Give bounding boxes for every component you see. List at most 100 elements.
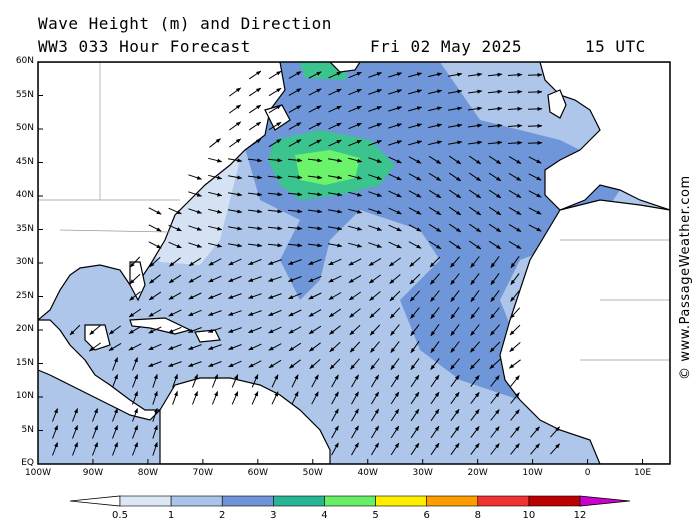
wave-arrow (487, 89, 503, 94)
wave-arrow (390, 442, 400, 456)
wave-arrow (349, 324, 361, 336)
wave-arrow (368, 191, 383, 197)
wave-arrow (388, 173, 402, 181)
wave-arrow (428, 189, 442, 199)
wave-arrow (308, 88, 322, 96)
wave-arrow (348, 139, 362, 147)
colorbar-tick-label: 0.5 (112, 510, 128, 521)
wave-arrow (510, 290, 520, 302)
wave-arrow (351, 408, 359, 422)
wave-arrow (168, 326, 182, 334)
wave-arrow (348, 208, 363, 214)
longitude-label: 80W (137, 468, 159, 478)
wave-arrow (470, 442, 480, 455)
wave-arrow (168, 207, 182, 215)
wave-arrow (349, 308, 361, 318)
axis-ticks (37, 61, 644, 465)
wave-arrow (308, 309, 322, 317)
wave-arrow (328, 243, 343, 248)
colorbar-cell (119, 495, 172, 507)
wave-arrow (328, 105, 342, 113)
wave-arrow (468, 223, 482, 233)
latitude-label: 15N (15, 357, 34, 368)
wave-arrow (208, 174, 223, 180)
wave-arrow (507, 123, 523, 128)
wave-arrow (148, 361, 162, 367)
wave-arrow (208, 242, 223, 248)
latitude-label: 55N (15, 89, 34, 100)
wave-arrow (450, 307, 460, 320)
wave-arrow (132, 425, 138, 439)
wave-arrow (228, 243, 243, 248)
wave-arrow (248, 209, 263, 214)
wave-arrow (308, 292, 322, 300)
wave-arrow (331, 374, 339, 388)
colorbar-cell (221, 495, 274, 507)
wave-arrow (509, 324, 521, 336)
wave-arrow (287, 259, 302, 265)
wave-arrow (468, 189, 482, 199)
wave-arrow (430, 442, 440, 456)
wave-arrow (408, 173, 422, 181)
wave-arrow (188, 292, 202, 300)
wave-arrow (510, 443, 520, 455)
wave-arrow (351, 391, 359, 405)
latitude-label: 50N (15, 123, 34, 133)
wave-arrow (368, 174, 383, 180)
wave-arrow (52, 425, 58, 439)
colorbar-tick-label: 10 (522, 510, 536, 521)
wave-arrow (448, 123, 463, 128)
colorbar-cell (477, 495, 530, 507)
longitude-label: 20W (467, 468, 488, 478)
wave-arrow (132, 357, 138, 371)
wave-arrow (267, 226, 283, 231)
wave-arrow (208, 208, 223, 214)
wave-arrow (428, 106, 443, 112)
latitude-label: 25N (15, 290, 34, 301)
wave-arrow (148, 224, 162, 232)
wave-arrow (248, 343, 262, 351)
wave-arrow (389, 274, 401, 284)
credit-text: © www.PassageWeather.com (678, 175, 693, 380)
wave-arrow (369, 324, 381, 336)
wave-arrow (408, 190, 422, 198)
wave-arrow (152, 373, 158, 388)
wave-arrow (508, 223, 522, 233)
wave-arrow (488, 172, 502, 182)
colorbar (69, 495, 631, 507)
wave-arrow (271, 374, 279, 388)
wave-arrow (430, 358, 440, 370)
wave-arrow (390, 374, 400, 388)
longitude-label: 10W (522, 468, 543, 478)
wave-arrow (550, 443, 560, 455)
wave-arrow (328, 226, 343, 231)
wave-arrow (228, 344, 242, 350)
wave-arrow (468, 72, 483, 77)
europe (539, 62, 670, 211)
wave-arrow (410, 341, 420, 354)
wave-arrow (408, 123, 423, 129)
wave-arrow (188, 242, 203, 248)
wave-arrow (388, 123, 403, 129)
wave-arrow (348, 174, 363, 180)
wave-arrow (248, 192, 263, 197)
wave-arrow (410, 442, 420, 456)
wave-arrow (128, 325, 142, 335)
wave-arrow (207, 310, 222, 316)
wave-arrow (188, 309, 202, 317)
wave-arrow (331, 425, 339, 439)
wave-arrow (450, 290, 460, 303)
wave-arrow (489, 358, 501, 370)
wave-arrow (331, 408, 339, 422)
wave-arrow (351, 442, 359, 456)
wave-arrow (489, 341, 501, 353)
wave-arrow (149, 274, 161, 284)
wave-arrow (168, 344, 182, 350)
wave-arrow (172, 373, 178, 388)
wave-arrow (69, 324, 81, 336)
wave-arrow (268, 70, 282, 80)
wave-arrow (248, 175, 263, 180)
latitude-label: 30N (15, 257, 34, 267)
wave-arrow (329, 358, 341, 370)
wave-arrow (450, 324, 460, 337)
